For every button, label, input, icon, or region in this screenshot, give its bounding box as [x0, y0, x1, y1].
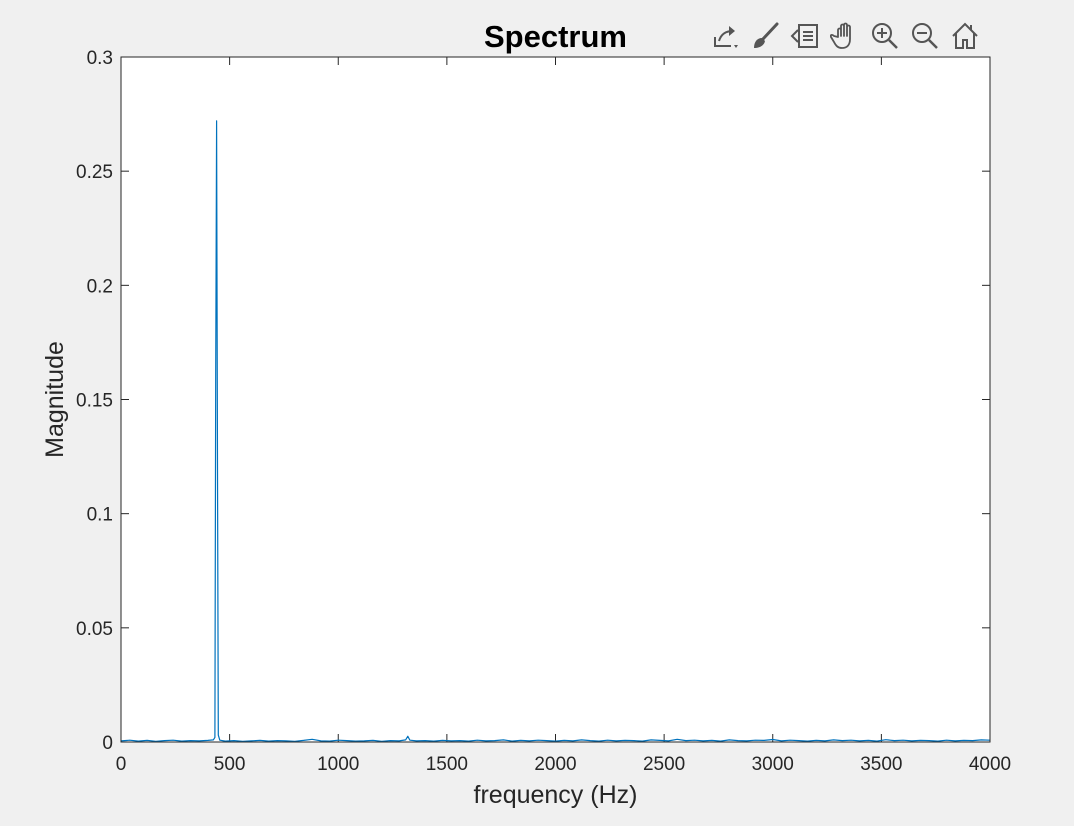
- brush-icon: [754, 22, 779, 48]
- pan-icon: [830, 22, 851, 49]
- y-tick-label: 0.25: [76, 162, 113, 183]
- plot-area[interactable]: [121, 57, 990, 742]
- x-tick-label: 2500: [643, 754, 685, 775]
- axes-frame: [120, 56, 991, 743]
- legend-icon: [790, 24, 818, 48]
- y-tick-label: 0.3: [87, 48, 113, 69]
- y-tick-label: 0.15: [76, 391, 113, 412]
- x-tick-label: 1500: [426, 754, 468, 775]
- y-tick-label: 0.1: [87, 505, 113, 526]
- y-tick-label: 0: [102, 733, 113, 754]
- zoom-in-button[interactable]: [866, 16, 904, 56]
- x-tick-label: 1000: [317, 754, 359, 775]
- y-tick-label: 0.2: [87, 276, 113, 297]
- y-axis-ticks: 0 0.05 0.1 0.15 0.2 0.25 0.3: [76, 48, 990, 754]
- x-tick-label: 3500: [860, 754, 902, 775]
- x-axis-label: frequency (Hz): [474, 781, 638, 809]
- y-tick-label: 0.05: [76, 619, 113, 640]
- brush-button[interactable]: [746, 16, 784, 56]
- zoom-out-button[interactable]: [906, 16, 944, 56]
- zoom-out-icon: [912, 23, 938, 49]
- y-axis-label: Magnitude: [41, 341, 69, 458]
- x-axis-ticks: 0 500 1000 1500 2000 2500 3000 3500 4000: [116, 57, 1011, 775]
- zoom-in-icon: [872, 23, 898, 49]
- x-tick-label: 0: [116, 754, 127, 775]
- export-button[interactable]: [706, 16, 744, 56]
- restore-view-button[interactable]: [946, 16, 984, 56]
- x-tick-label: 3000: [752, 754, 794, 775]
- axes-toolbar: [706, 14, 984, 58]
- spectrum-line: [120, 120, 991, 742]
- chart-title: Spectrum: [484, 19, 627, 54]
- x-tick-label: 2000: [534, 754, 576, 775]
- pan-button[interactable]: [826, 16, 864, 56]
- insert-legend-button[interactable]: [786, 16, 824, 56]
- home-icon: [952, 22, 978, 49]
- export-icon: [714, 26, 738, 48]
- x-tick-label: 500: [214, 754, 246, 775]
- x-tick-label: 4000: [969, 754, 1011, 775]
